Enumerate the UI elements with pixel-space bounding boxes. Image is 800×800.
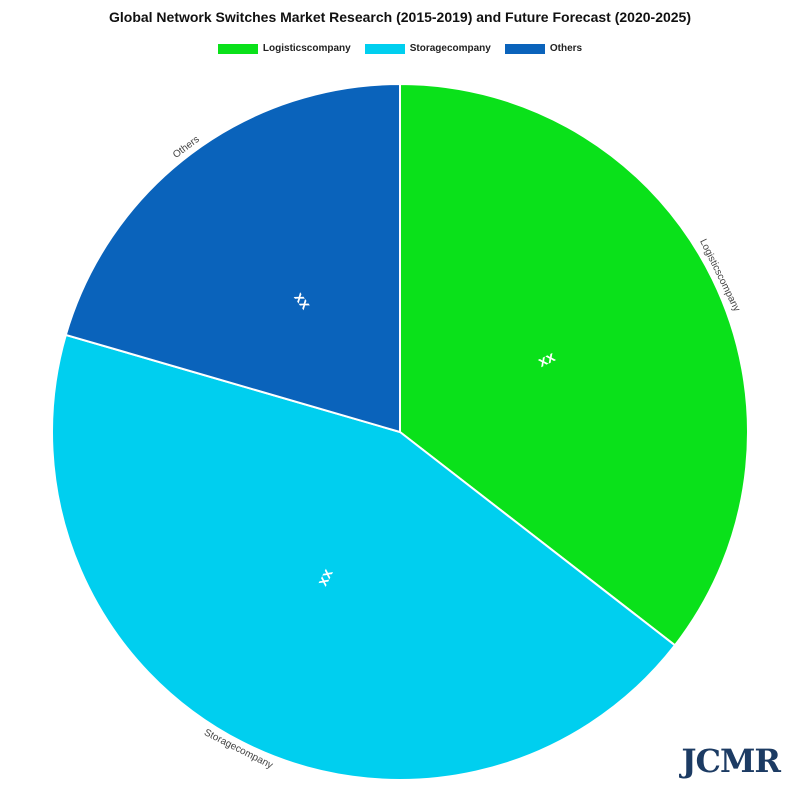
legend-item-others[interactable]: Others [504,43,583,54]
legend-label-others: Others [549,43,583,54]
legend-item-logisticscompany[interactable]: Logisticscompany [217,43,351,54]
pie-slice-logisticscompany[interactable] [399,82,749,647]
legend-swatch-storagecompany [364,43,405,54]
data-label-storagecompany: xx [314,566,337,589]
jcmr-logo: JCMR [681,742,781,780]
legend: Logisticscompany Storagecompany Others [0,43,800,54]
legend-label-storagecompany: Storagecompany [409,43,491,54]
data-label-logisticscompany: xx [535,348,558,371]
legend-label-logisticscompany: Logisticscompany [262,43,351,54]
pie-slice-storagecompany[interactable] [51,333,677,781]
chart-title: Global Network Switches Market Research … [108,9,691,25]
legend-swatch-logisticscompany [217,43,258,54]
legend-item-storagecompany[interactable]: Storagecompany [364,43,491,54]
pie-slice-others[interactable] [64,82,401,434]
legend-swatch-others [504,43,545,54]
